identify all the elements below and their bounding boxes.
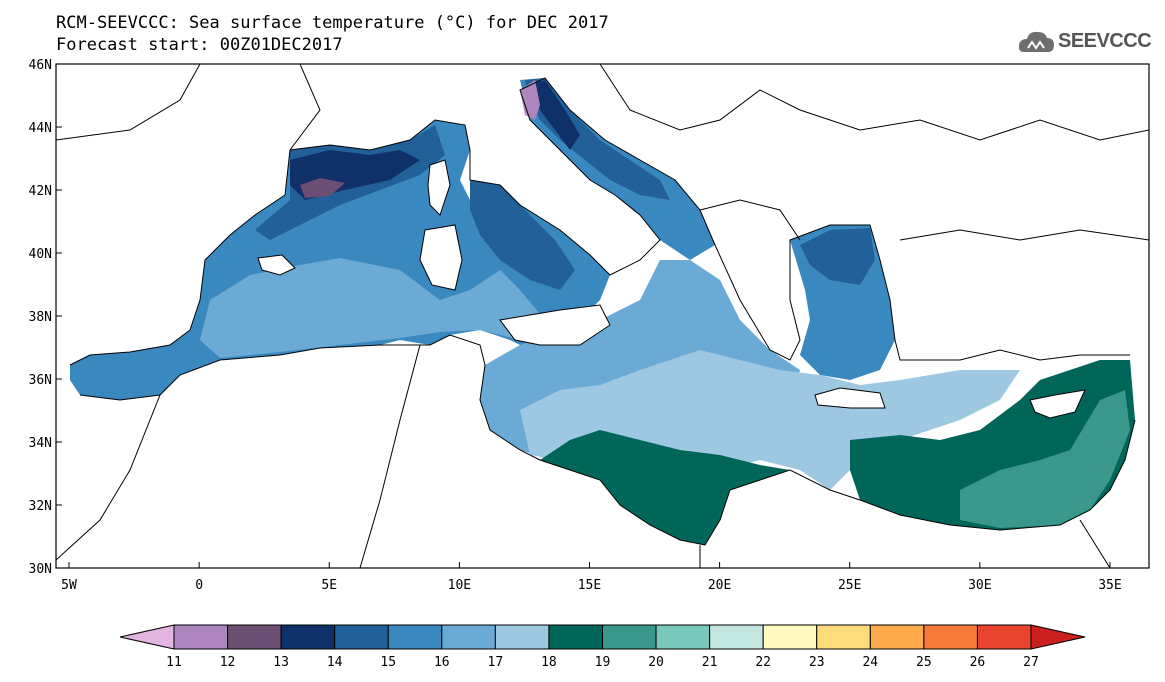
lat-tick-label: 42N — [29, 184, 52, 199]
sst-gulf-of-sirte-18 — [540, 430, 790, 545]
sst-west-16 — [200, 258, 545, 358]
longitude-axis: 5W 0 5E 10E 15E 20E 25E 30E 35E — [61, 562, 1122, 593]
colorbar-box — [655, 624, 711, 650]
colorbar-label: 23 — [809, 655, 825, 670]
crete — [814, 387, 886, 409]
lon-tick-label: 5E — [321, 578, 337, 593]
cyprus — [1029, 389, 1086, 419]
sardinia — [419, 224, 463, 291]
lat-tick-label: 38N — [29, 310, 52, 325]
lon-tick-label: 0 — [195, 578, 203, 593]
lon-tick-label: 15E — [578, 578, 601, 593]
colorbar-box — [816, 624, 871, 650]
sst-aegean-14 — [800, 228, 875, 285]
balearic — [257, 254, 296, 276]
colorbar-box — [923, 624, 978, 650]
colorbar-label: 25 — [916, 655, 932, 670]
lat-tick-label: 46N — [29, 58, 52, 73]
logo-text: SEEVCCC — [1058, 30, 1152, 52]
colorbar-label: 12 — [220, 655, 236, 670]
colorbar-box — [173, 624, 229, 650]
colorbar-box — [869, 624, 925, 650]
colorbar-label: 11 — [166, 655, 182, 670]
colorbar-label: 27 — [1023, 655, 1039, 670]
colorbar-label: 26 — [970, 655, 986, 670]
colorbar-box — [334, 624, 389, 650]
lat-tick-label: 34N — [29, 436, 52, 451]
lat-tick-label: 30N — [29, 562, 52, 577]
colorbar-label: 19 — [595, 655, 611, 670]
lat-tick-label: 36N — [29, 373, 52, 388]
colorbar-box — [387, 624, 443, 650]
colorbar-box — [976, 624, 1032, 650]
colorbar-label: 15 — [380, 655, 396, 670]
colorbar-box — [441, 624, 496, 650]
corsica — [427, 159, 451, 216]
lon-tick-label: 35E — [1098, 578, 1121, 593]
latitude-axis: 46N 44N 42N 40N 38N 36N 34N 32N 30N — [29, 58, 62, 577]
colorbar-label: 17 — [488, 655, 504, 670]
colorbar-box — [548, 624, 603, 650]
colorbar-box — [494, 624, 550, 650]
colorbar-label: 13 — [273, 655, 289, 670]
cloud-logo-icon — [1018, 31, 1054, 52]
sst-gulf-of-lion-12 — [300, 178, 345, 198]
colorbar-label: 20 — [648, 655, 664, 670]
colorbar-label: 16 — [434, 655, 450, 670]
colorbar-box — [602, 624, 657, 650]
lat-tick-label: 44N — [29, 121, 52, 136]
map-title: RCM-SEEVCCC: Sea surface temperature (°C… — [56, 13, 609, 33]
colorbar-label: 22 — [755, 655, 771, 670]
colorbar-box — [762, 624, 818, 650]
sst-levantine-19 — [960, 390, 1130, 528]
lon-tick-label: 20E — [708, 578, 731, 593]
colorbar-label: 24 — [862, 655, 878, 670]
sicily — [499, 304, 611, 346]
colorbar-high-triangle — [1030, 624, 1086, 650]
lon-tick-label: 10E — [448, 578, 471, 593]
sst-adriatic-13 — [530, 80, 580, 150]
lon-tick-label: 25E — [838, 578, 861, 593]
colorbar-label: 21 — [702, 655, 718, 670]
islands — [257, 159, 1086, 419]
sst-adriatic-11 — [520, 80, 540, 120]
forecast-start-label: Forecast start: 00Z01DEC2017 — [56, 35, 343, 55]
lon-tick-label: 30E — [968, 578, 991, 593]
lon-tick-label: 5W — [61, 578, 77, 593]
colorbar-box — [709, 624, 764, 650]
colorbar-low-triangle — [119, 624, 175, 650]
coastlines — [56, 64, 1149, 568]
colorbar-label: 14 — [327, 655, 343, 670]
lat-tick-label: 32N — [29, 499, 52, 514]
sst-tyrrhenian-14 — [470, 180, 575, 290]
colorbar-box — [280, 624, 336, 650]
colorbar-box — [227, 624, 282, 650]
lat-tick-label: 40N — [29, 247, 52, 262]
colorbar: 11 12 13 14 15 16 17 18 19 20 21 22 23 24 25 26 27 — [119, 624, 1086, 670]
map-area — [56, 64, 1149, 568]
colorbar-label: 18 — [541, 655, 557, 670]
